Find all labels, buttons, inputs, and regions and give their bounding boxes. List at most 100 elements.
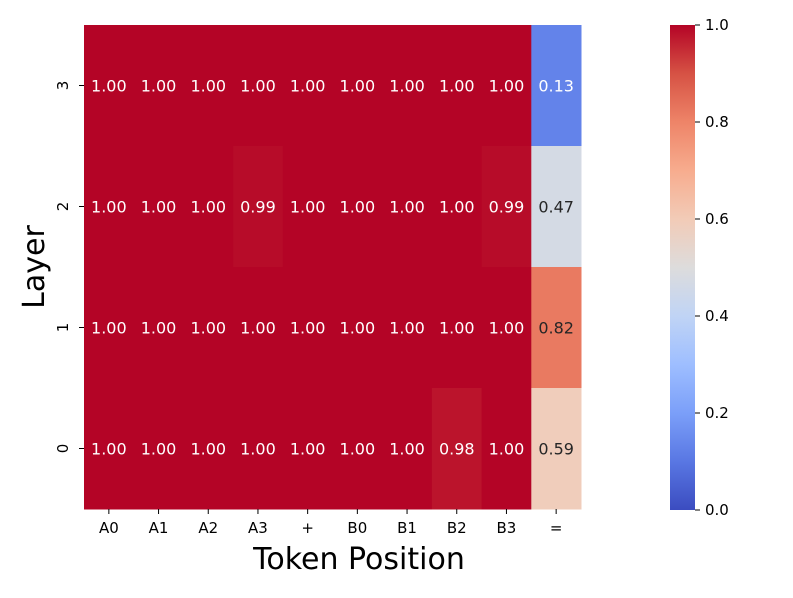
heatmap-cell [133,146,184,268]
y-tick-label: 1 [54,323,72,333]
cell-value-label: 1.00 [439,198,475,217]
heatmap-cell [183,388,234,510]
x-tick-label: B2 [447,519,467,537]
y-tick-label: 0 [54,444,72,454]
cell-value-label: 1.00 [190,319,226,338]
cell-value-label: 1.00 [190,198,226,217]
heatmap-cell [233,25,284,147]
heatmap-cell [133,267,184,389]
colorbar-tick-label: 0.6 [705,210,729,228]
cell-value-label: 0.47 [538,198,574,217]
heatmap-cell [431,146,483,268]
y-axis-label: Layer [17,225,52,309]
heatmap-cell [282,25,333,147]
cell-value-label: 0.82 [538,319,574,338]
x-tick-label: A0 [99,519,119,537]
heatmap-cell [382,25,433,147]
cell-value-label: 1.00 [389,198,425,217]
cell-value-label: 1.00 [91,198,127,217]
cell-value-label: 1.00 [141,198,177,217]
heatmap-cell [531,388,582,510]
cell-value-label: 0.99 [240,198,276,217]
cell-value-label: 0.59 [538,440,574,459]
cell-value-label: 1.00 [489,77,525,96]
heatmap-cell [133,25,184,147]
cell-value-label: 1.00 [389,319,425,338]
cell-value-label: 1.00 [489,319,525,338]
cell-value-label: 0.99 [489,198,525,217]
heatmap-cell [332,25,383,147]
x-tick-label: B3 [497,519,517,537]
y-tick-label: 2 [54,202,72,212]
cell-value-label: 1.00 [240,440,276,459]
x-tick-label: A3 [248,519,268,537]
heatmap-cell [84,267,135,389]
x-axis-ticks: A0 A1 A2 A3 + B0 B1 B2 B3 = [99,509,562,537]
colorbar-tick-label: 0.0 [705,501,729,519]
cell-value-label: 1.00 [290,319,326,338]
cell-value-label: 1.00 [141,319,177,338]
heatmap-cell [183,267,234,389]
cell-value-label: 1.00 [190,77,226,96]
heatmap-cell [332,388,383,510]
heatmap-cell [431,25,483,147]
colorbar-tick-label: 0.4 [705,307,729,325]
heatmap-cell [382,388,433,510]
x-tick-label: A1 [149,519,169,537]
colorbar-ticks: 0.0 0.2 0.4 0.6 0.8 1.0 [695,16,729,519]
heatmap-cell [84,25,135,147]
heatmap-cell [282,267,333,389]
cell-value-label: 1.00 [141,77,177,96]
cell-value-label: 1.00 [290,198,326,217]
heatmap-cell [282,146,333,268]
heatmap-cell [431,267,483,389]
heatmap-cell [133,388,184,510]
x-tick-label: = [550,519,563,537]
y-tick-label: 3 [54,81,72,91]
colorbar-tick-label: 0.2 [705,404,729,422]
heatmap-cell [233,146,284,268]
cell-value-label: 1.00 [340,77,376,96]
cell-value-label: 1.00 [91,77,127,96]
cell-value-label: 1.00 [240,77,276,96]
cell-value-label: 1.00 [439,319,475,338]
cell-value-label: 1.00 [240,319,276,338]
colorbar-tick-label: 1.0 [705,16,729,34]
cell-value-label: 1.00 [389,77,425,96]
cell-value-label: 1.00 [340,319,376,338]
x-tick-label: + [301,519,314,537]
x-axis-label: Token Position [252,542,465,577]
cell-value-label: 1.00 [190,440,226,459]
heatmap-cell [84,388,135,510]
heatmap-cell [481,25,532,147]
heatmap-cell [531,267,582,389]
cell-value-label: 0.13 [538,77,574,96]
heatmap-cells [84,25,582,510]
cell-value-label: 1.00 [439,77,475,96]
x-tick-label: B1 [397,519,417,537]
heatmap-cell [481,388,532,510]
heatmap-cell [84,146,135,268]
cell-value-label: 1.00 [290,440,326,459]
y-axis-ticks: 3 2 1 0 [54,81,84,454]
heatmap-cell [233,267,284,389]
heatmap-cell-labels: 1.00 1.00 1.00 1.00 1.00 1.00 1.00 1.00 1.00 0.13… [91,77,574,459]
cell-value-label: 1.00 [340,440,376,459]
x-tick-label: B0 [347,519,367,537]
heatmap-cell [481,146,532,268]
heatmap-cell [183,146,234,268]
heatmap-cell [332,146,383,268]
heatmap-cell [282,388,333,510]
heatmap-cell [382,146,433,268]
cell-value-label: 1.00 [340,198,376,217]
heatmap-cell [233,388,284,510]
heatmap-cell [531,146,582,268]
heatmap-cell [531,25,582,147]
cell-value-label: 0.98 [439,440,475,459]
cell-value-label: 1.00 [489,440,525,459]
heatmap-cell [332,267,383,389]
heatmap-cell [481,267,532,389]
cell-value-label: 1.00 [91,319,127,338]
x-tick-label: A2 [198,519,218,537]
